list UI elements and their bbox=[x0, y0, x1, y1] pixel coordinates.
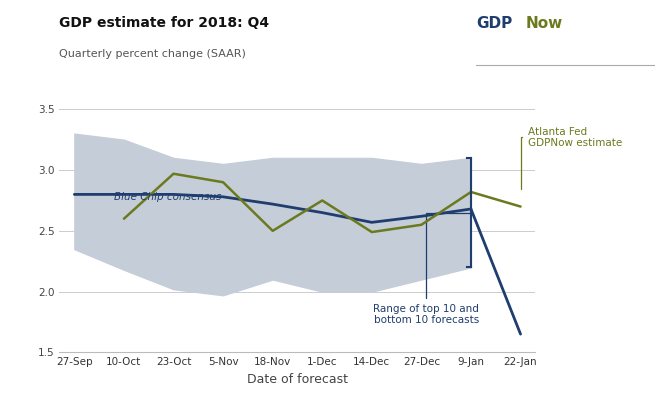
X-axis label: Date of forecast: Date of forecast bbox=[247, 373, 348, 386]
Text: Now: Now bbox=[525, 16, 563, 31]
Text: Range of top 10 and
bottom 10 forecasts: Range of top 10 and bottom 10 forecasts bbox=[373, 213, 479, 325]
Text: GDP: GDP bbox=[476, 16, 512, 31]
Text: GDP estimate for 2018: Q4: GDP estimate for 2018: Q4 bbox=[59, 16, 270, 30]
Text: Blue Chip consensus: Blue Chip consensus bbox=[114, 192, 221, 202]
Text: Atlanta Fed
GDPNow estimate: Atlanta Fed GDPNow estimate bbox=[520, 127, 622, 189]
Text: Quarterly percent change (SAAR): Quarterly percent change (SAAR) bbox=[59, 49, 247, 59]
